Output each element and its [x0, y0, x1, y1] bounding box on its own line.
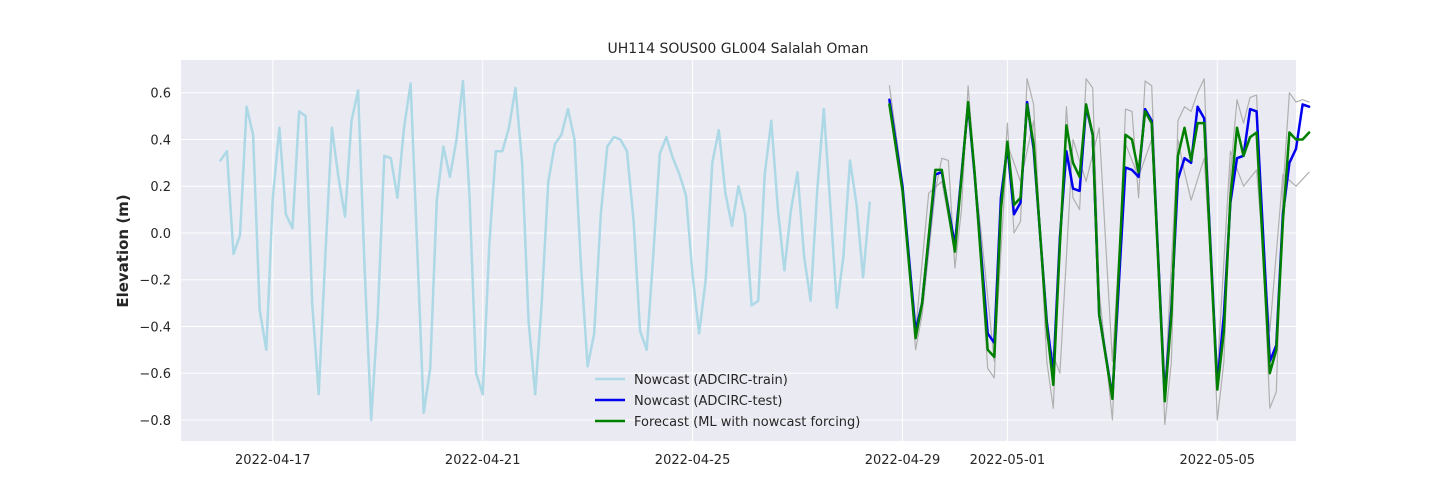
x-tick-label: 2022-04-17	[235, 453, 311, 468]
y-axis-label: Elevation (m)	[114, 194, 132, 307]
y-tick-label: 0.2	[150, 180, 171, 195]
y-tick-label: −0.6	[139, 367, 171, 382]
x-tick-label: 2022-04-25	[655, 453, 731, 468]
x-tick-label: 2022-04-29	[865, 453, 941, 468]
chart-title: UH114 SOUS00 GL004 Salalah Oman	[608, 41, 869, 57]
x-tick-label: 2022-04-21	[445, 453, 521, 468]
legend-label: Forecast (ML with nowcast forcing)	[634, 415, 860, 430]
y-tick-label: −0.2	[139, 274, 171, 289]
series-line-nowcast-adcirc-train	[219, 79, 871, 422]
y-tick-label: −0.8	[139, 414, 171, 429]
series-line-forecast-ml-with-nowcast-forcing	[888, 100, 1311, 403]
x-tick-label: 2022-05-05	[1180, 453, 1256, 468]
legend-label: Nowcast (ADCIRC-train)	[634, 373, 788, 388]
legend-label: Nowcast (ADCIRC-test)	[634, 394, 783, 409]
series-layer	[219, 78, 1311, 426]
y-tick-label: 0.6	[150, 87, 171, 102]
x-axis: 2022-04-17 2022-04-21 2022-04-25 2022-04-29…	[235, 453, 1255, 468]
x-tick-label: 2022-05-01	[970, 453, 1046, 468]
y-axis: −0.8 −0.6 −0.4 −0.2 0.0 0.2 0.4 0.6	[139, 87, 171, 429]
legend: Nowcast (ADCIRC-train) Nowcast (ADCIRC-te…	[595, 373, 860, 430]
y-tick-label: 0.0	[150, 227, 171, 242]
y-tick-label: 0.4	[150, 133, 171, 148]
y-tick-label: −0.4	[139, 320, 171, 335]
